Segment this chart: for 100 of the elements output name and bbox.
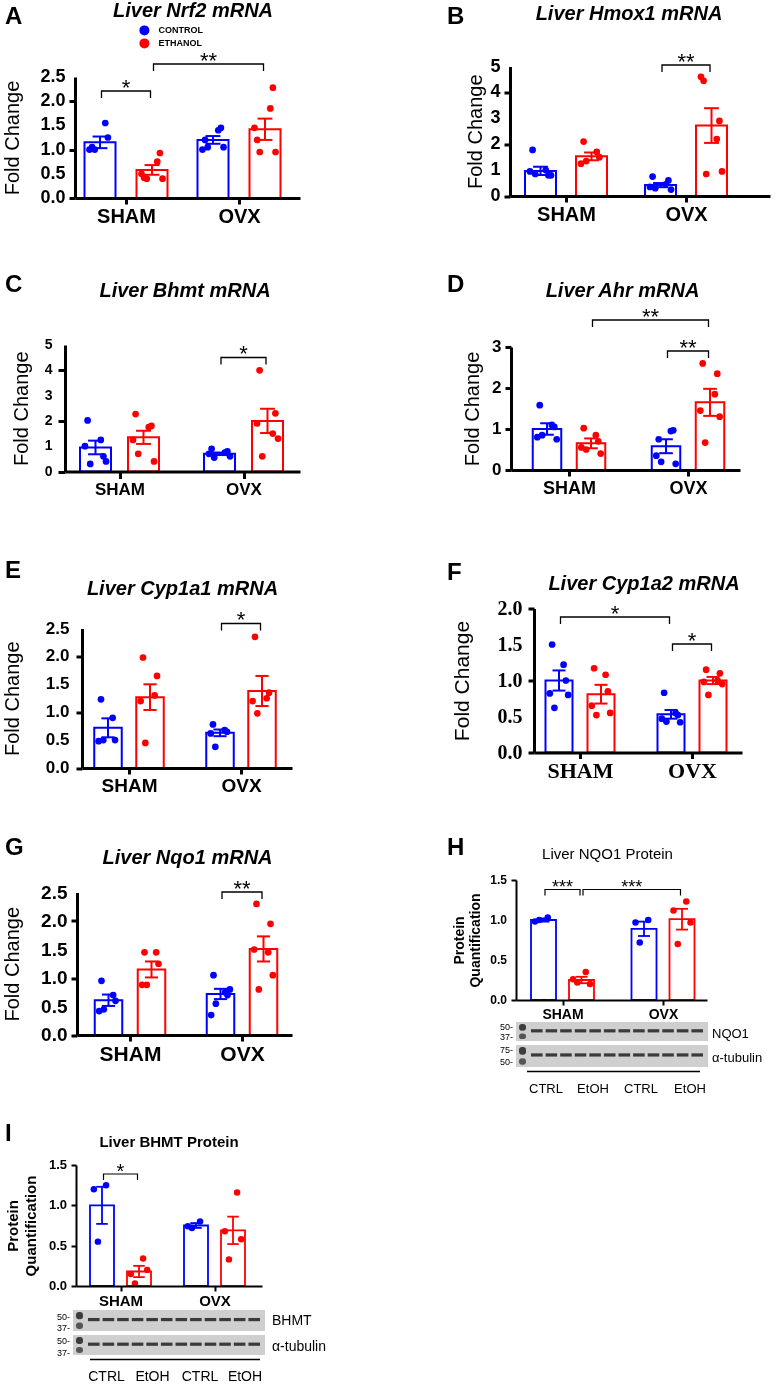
y-tick-label: 0 — [492, 460, 502, 479]
x-tick-label: OVX — [220, 1041, 265, 1065]
text: BHMT — [272, 1312, 313, 1328]
y-tick-label: 4 — [490, 81, 501, 102]
y-axis-title: Protein Quantification — [450, 893, 483, 988]
y-tick-label: 0 — [44, 462, 53, 479]
text: C — [5, 270, 23, 297]
annotation: * — [239, 341, 249, 367]
y-tick-label: 1.0 — [490, 913, 508, 927]
y-tick-label: 0.0 — [41, 1024, 68, 1045]
text: 37- — [499, 1032, 513, 1042]
chart-title: Liver Cyp1a2 mRNA — [548, 572, 740, 594]
text: 50- — [499, 1057, 513, 1067]
y-tick-label: 2.5 — [40, 66, 66, 86]
text: EtOH — [674, 1081, 706, 1096]
chart-title: Liver Cyp1a1 mRNA — [86, 576, 279, 599]
x-tick-label: SHAM — [98, 1291, 144, 1309]
chart-title: Liver BHMT Protein — [99, 1133, 239, 1150]
y-axis-title: Fold Change — [1, 906, 23, 1022]
y-tick-label: 4 — [44, 361, 53, 378]
y-tick-label: 3 — [490, 107, 501, 128]
y-tick-label: 0.5 — [41, 995, 68, 1017]
y-axis-title: Fold Change — [463, 74, 486, 190]
x-tick-label: SHAM — [94, 480, 146, 499]
text: EtOH — [135, 1368, 170, 1384]
y-tick-label: 0 — [490, 185, 501, 205]
y-tick-label: 1.0 — [40, 138, 66, 159]
y-tick-label: 0.5 — [40, 162, 66, 183]
annotation: *** — [621, 876, 643, 897]
y-axis-title: Fold Change — [461, 351, 483, 467]
y-tick-label: 1.5 — [490, 873, 508, 887]
x-tick-label: OVX — [221, 774, 262, 796]
chart-title: Liver Hmox1 mRNA — [535, 2, 723, 24]
legend-label: ETHANOL — [158, 38, 203, 49]
text: 50- — [499, 1021, 513, 1032]
y-tick-label: 0.0 — [490, 993, 508, 1007]
text: 37- — [56, 1323, 70, 1333]
y-tick-label: 2 — [44, 411, 53, 428]
y-tick-label: 1.5 — [45, 674, 70, 694]
y-tick-label: 1.0 — [41, 967, 68, 988]
x-tick-label: SHAM — [99, 1041, 162, 1065]
y-tick-label: 0.0 — [45, 758, 70, 777]
y-tick-label: 2.0 — [45, 646, 70, 666]
text: CTRL — [529, 1081, 563, 1096]
chart-title: Liver Nrf2 mRNA — [112, 0, 274, 21]
y-tick-label: 1 — [492, 419, 502, 438]
text: NQO1 — [712, 1025, 749, 1041]
x-tick-label: OVX — [218, 204, 262, 227]
x-tick-label: SHAM — [101, 774, 158, 796]
y-tick-label: 0.0 — [40, 187, 66, 207]
x-tick-label: SHAM — [542, 1005, 584, 1022]
text: 37- — [56, 1347, 70, 1358]
chart-title: Liver Ahr mRNA — [545, 279, 700, 301]
chart-title: Liver Nqo1 mRNA — [102, 846, 273, 868]
chart-title: Liver NQO1 Protein — [542, 845, 673, 862]
text: α-tubulin — [712, 1050, 763, 1065]
text: 50- — [56, 1336, 70, 1346]
y-tick-label: 2 — [490, 133, 501, 154]
text: D — [447, 270, 465, 297]
text: E — [5, 556, 22, 583]
y-tick-label: 1.5 — [48, 1157, 67, 1172]
y-tick-label: 0.5 — [497, 704, 523, 727]
y-tick-label: 2 — [492, 378, 502, 397]
text: EtOH — [577, 1081, 609, 1096]
y-axis-title: Fold Change — [1, 641, 23, 757]
text: CTRL — [181, 1368, 219, 1384]
x-tick-label: SHAM — [537, 202, 596, 225]
annotation: ** — [233, 875, 251, 901]
x-tick-label: SHAM — [97, 204, 156, 227]
y-tick-label: 1.0 — [45, 702, 70, 722]
text: B — [447, 2, 465, 29]
y-axis-title: Fold Change — [0, 80, 23, 196]
annotation: * — [687, 627, 697, 653]
y-tick-label: 2.0 — [497, 596, 523, 619]
y-axis-title: Fold Change — [450, 620, 473, 742]
text: G — [5, 833, 24, 860]
annotation: *** — [551, 876, 574, 897]
y-tick-label: 2.0 — [40, 90, 66, 111]
x-tick-label: OVX — [668, 758, 718, 783]
y-tick-label: 3 — [44, 386, 53, 403]
annotation: ** — [679, 334, 697, 360]
y-tick-label: 1.5 — [497, 632, 523, 655]
text: CTRL — [88, 1368, 125, 1384]
legend-label: CONTROL — [158, 25, 204, 36]
y-tick-label: 1.0 — [48, 1197, 67, 1213]
y-tick-label: 3 — [492, 337, 502, 356]
annotation: * — [121, 74, 131, 100]
text: A — [5, 2, 23, 29]
text: EtOH — [227, 1368, 263, 1384]
y-tick-label: 0.0 — [497, 740, 523, 763]
y-tick-label: 2.0 — [41, 910, 68, 931]
text: α-tubulin — [272, 1338, 327, 1354]
y-tick-label: 2.5 — [45, 618, 70, 638]
y-tick-label: 0.0 — [48, 1278, 67, 1293]
y-axis-title: Protein Quantification — [4, 1175, 39, 1277]
y-tick-label: 0.5 — [45, 730, 70, 750]
y-tick-label: 1 — [44, 437, 53, 454]
x-tick-label: OVX — [665, 202, 709, 225]
y-tick-label: 5 — [44, 336, 53, 352]
x-tick-label: SHAM — [543, 477, 596, 498]
